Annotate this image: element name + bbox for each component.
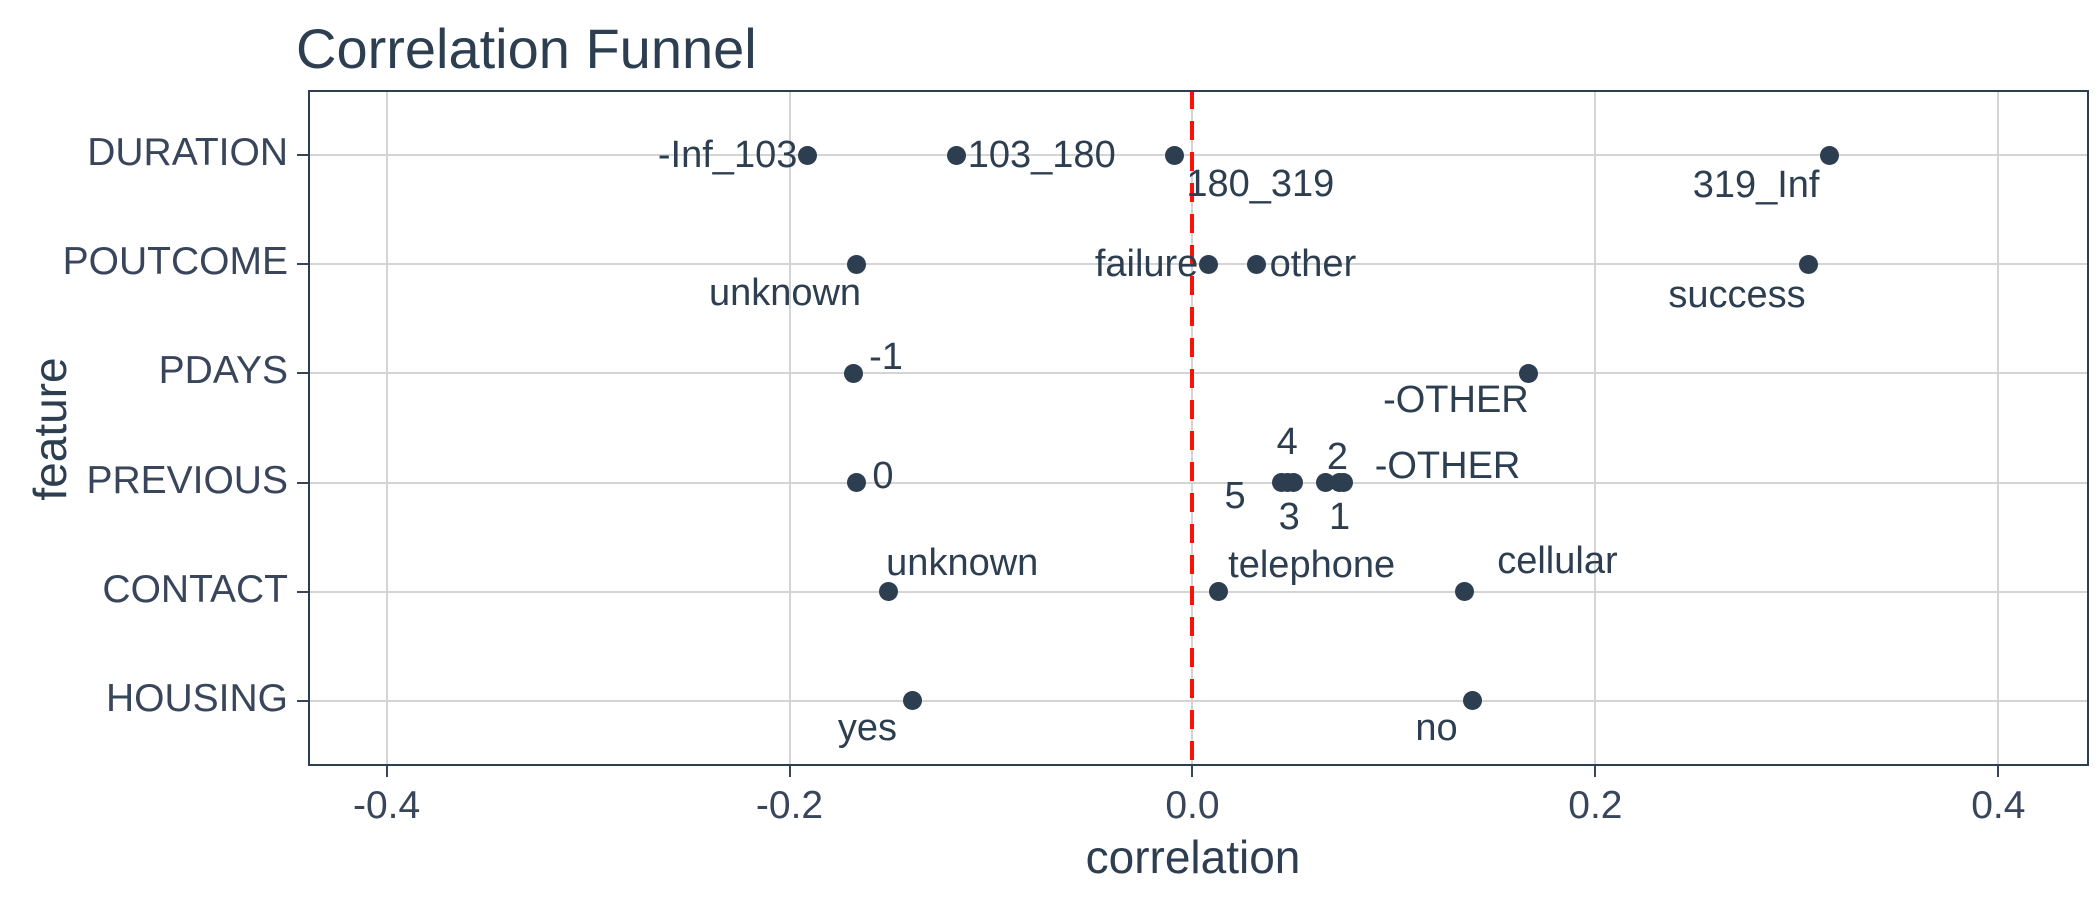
data-point-label: -1 (869, 336, 903, 379)
x-tick-label: 0.2 (1568, 784, 1623, 827)
data-point (846, 254, 866, 274)
data-point (844, 363, 864, 383)
y-axis-tick (297, 154, 308, 157)
data-point-label: 0 (872, 454, 894, 497)
data-point-label: 3 (1278, 495, 1300, 538)
x-axis-tick (385, 766, 388, 777)
data-point-label: 103_180 (967, 134, 1116, 177)
gridline-y (308, 263, 2089, 266)
data-point-label: unknown (886, 541, 1039, 584)
data-point (1819, 145, 1839, 165)
data-point (1209, 582, 1229, 602)
y-tick-label-contact: CONTACT (102, 567, 288, 611)
data-point (1247, 254, 1267, 274)
data-point-label: telephone (1228, 543, 1396, 586)
y-tick-label-pdays: PDAYS (158, 349, 288, 393)
data-point-label: yes (837, 706, 897, 749)
y-axis-tick (297, 372, 308, 375)
gridline-y (308, 481, 2089, 484)
data-point-label: cellular (1497, 539, 1618, 582)
gridline-y (308, 590, 2089, 593)
data-point-label: unknown (708, 272, 862, 315)
x-axis-tick (1191, 766, 1194, 777)
data-point-label: 5 (1224, 474, 1246, 517)
data-point (1799, 254, 1819, 274)
data-point-label: 180_319 (1186, 163, 1335, 206)
gridline-y (308, 699, 2089, 702)
data-point (1519, 363, 1539, 383)
y-axis-tick (297, 590, 308, 593)
y-tick-label-duration: DURATION (87, 131, 288, 175)
chart-title: Correlation Funnel (296, 17, 757, 80)
data-point-label: 2 (1326, 435, 1348, 478)
data-point-label: -OTHER (1383, 379, 1529, 422)
data-point-label: success (1668, 274, 1806, 317)
gridline-x (1594, 90, 1597, 766)
data-point-label: 319_Inf (1692, 164, 1820, 207)
x-tick-label: -0.4 (352, 784, 421, 827)
data-point (878, 582, 898, 602)
data-point-label: 1 (1328, 495, 1351, 538)
data-point (1199, 254, 1219, 274)
data-point (846, 473, 866, 493)
data-point (798, 145, 818, 165)
y-tick-label-housing: HOUSING (105, 676, 288, 720)
zero-reference-line (1190, 90, 1195, 766)
x-axis-title: correlation (1085, 831, 1301, 883)
x-axis-tick (1997, 766, 2000, 777)
data-point (1334, 473, 1354, 493)
gridline-x (1997, 90, 2000, 766)
data-point (947, 145, 967, 165)
data-point-label: no (1415, 706, 1458, 749)
data-point-label: -OTHER (1374, 444, 1521, 487)
y-axis-title: feature (24, 357, 76, 501)
gridline-x (385, 90, 388, 766)
x-axis-tick (1594, 766, 1597, 777)
y-axis-tick (297, 481, 308, 484)
data-point-label: -Inf_103 (657, 134, 798, 177)
x-tick-label: 0.4 (1971, 784, 2026, 827)
x-tick-label: 0.0 (1165, 784, 1220, 827)
plot-panel (308, 90, 2089, 766)
data-point-label: other (1269, 243, 1357, 286)
x-axis-tick (788, 766, 791, 777)
y-tick-label-previous: PREVIOUS (86, 458, 288, 502)
gridline-y (308, 372, 2089, 375)
y-axis-tick (297, 699, 308, 702)
data-point (1454, 582, 1474, 602)
y-axis-tick (297, 263, 308, 266)
y-tick-label-poutcome: POUTCOME (62, 240, 288, 284)
gridline-y (308, 154, 2089, 157)
gridline-x (788, 90, 791, 766)
data-point-label: 4 (1276, 420, 1298, 463)
data-point-label: failure (1094, 243, 1199, 286)
data-point (1164, 145, 1184, 165)
x-tick-label: -0.2 (755, 784, 824, 827)
data-point (1283, 473, 1303, 493)
data-point (1463, 691, 1482, 711)
data-point (902, 691, 922, 711)
